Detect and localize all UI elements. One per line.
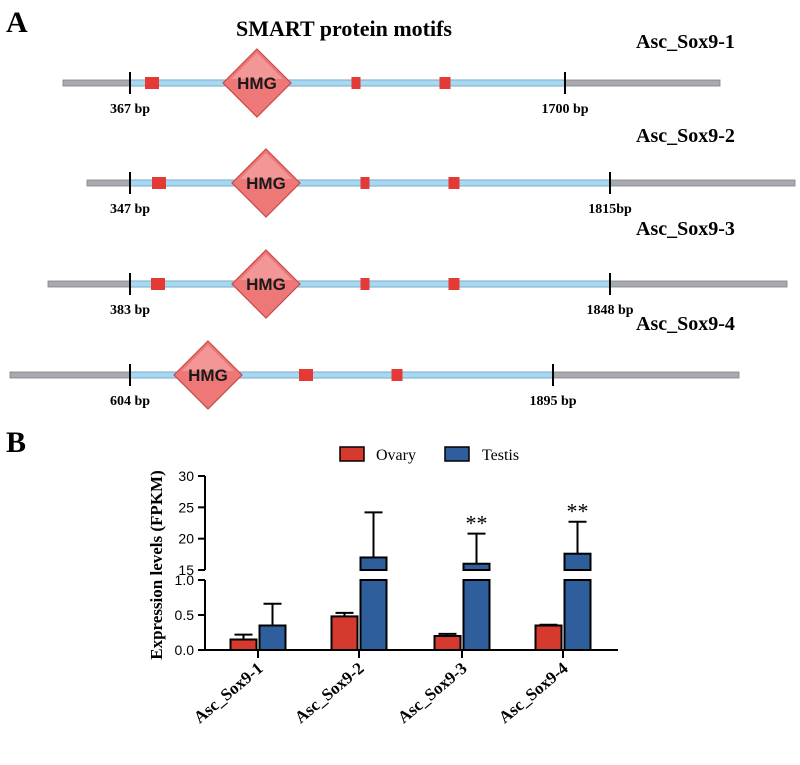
coding-region [129, 280, 611, 288]
panel-a-title: SMART protein motifs [236, 16, 452, 41]
start-bp-label: 604 bp [110, 394, 150, 409]
end-bp-label: 1700 bp [541, 102, 588, 117]
gene-3: Asc_Sox9-3 HMG 383 bp 1848 bp [47, 218, 788, 319]
gene-name: Asc_Sox9-2 [636, 125, 735, 147]
y-tick-label: 0.0 [175, 642, 195, 658]
motif-box [351, 77, 361, 89]
bar-testis-lower [359, 579, 388, 651]
y-tick-label: 15 [178, 562, 194, 578]
bar-testis-lower [462, 579, 491, 651]
motif-box [391, 369, 403, 381]
gene-1: Asc_Sox9-1 HMG 367 bp 1700 bp [62, 31, 735, 118]
gene-2: Asc_Sox9-2 HMG 347 bp 1815bp [86, 125, 796, 218]
bar-testis-upper [359, 556, 388, 572]
hmg-highlight [240, 254, 292, 280]
bar-chart: 0.0 0.5 1.015 20 25 30 Asc_Sox9-1 Asc_Sox9-2 ** A… [175, 468, 618, 727]
gene-name: Asc_Sox9-3 [636, 218, 735, 240]
motif-box [151, 278, 165, 290]
gene-name: Asc_Sox9-1 [636, 31, 735, 53]
bar-testis-lower [563, 579, 592, 651]
legend-swatch-ovary [339, 446, 365, 462]
x-tick-label: Asc_Sox9-4 [495, 658, 572, 727]
hmg-highlight [182, 345, 234, 371]
x-tick-label: Asc_Sox9-3 [394, 659, 471, 728]
hmg-domain [222, 48, 292, 118]
hmg-domain [231, 249, 301, 319]
hmg-highlight [231, 53, 283, 79]
motif-box [360, 177, 370, 189]
panel-b-label: B [6, 426, 26, 459]
hmg-label: HMG [188, 366, 228, 385]
gene-name: Asc_Sox9-4 [636, 313, 735, 335]
start-bp-label: 383 bp [110, 303, 150, 318]
significance-label: ** [466, 511, 488, 536]
bar-testis [258, 624, 287, 651]
y-tick-label: 30 [178, 468, 194, 484]
gene-4: Asc_Sox9-4 HMG 604 bp 1895 bp [9, 313, 740, 410]
motif-box [152, 177, 166, 189]
end-bp-label: 1848 bp [586, 303, 633, 318]
legend-label-testis: Testis [482, 447, 519, 464]
panel-a-label: A [6, 6, 28, 39]
bar-ovary [330, 615, 359, 652]
hmg-label: HMG [246, 174, 286, 193]
hmg-highlight [240, 153, 292, 179]
coding-region [129, 179, 611, 187]
gene-structures: Asc_Sox9-1 HMG 367 bp 1700 bp Asc_Sox9-2 HMG 3… [9, 31, 796, 410]
motif-box [448, 278, 460, 290]
bar-ovary [534, 624, 563, 651]
end-bp-label: 1895 bp [529, 394, 576, 409]
end-bp-label: 1815bp [588, 202, 632, 217]
start-bp-label: 367 bp [110, 102, 150, 117]
bar-testis-upper [462, 562, 491, 572]
y-tick-label: 25 [178, 499, 194, 515]
y-tick-label: 0.5 [175, 607, 195, 623]
motif-box [439, 77, 451, 89]
hmg-domain [173, 340, 243, 410]
start-bp-label: 347 bp [110, 202, 150, 217]
legend-label-ovary: Ovary [376, 447, 416, 464]
legend-swatch-testis [444, 446, 470, 462]
chart-legend: Ovary Testis [339, 446, 519, 464]
motif-box [145, 77, 159, 89]
x-tick-label: Asc_Sox9-1 [190, 659, 267, 728]
x-tick-label: Asc_Sox9-2 [291, 659, 368, 728]
motif-box [299, 369, 313, 381]
bar-ovary [433, 635, 462, 651]
coding-region [129, 79, 566, 87]
bar-ovary [229, 638, 258, 651]
y-tick-label: 20 [178, 531, 194, 547]
y-axis-label: Expression levels (FPKM) [147, 470, 166, 660]
motif-box [360, 278, 370, 290]
motif-box [448, 177, 460, 189]
bar-testis-upper [563, 552, 592, 571]
y-tick-label: 1.0 [175, 572, 195, 588]
hmg-domain [231, 148, 301, 218]
significance-label: ** [567, 499, 589, 524]
hmg-label: HMG [237, 74, 277, 93]
hmg-label: HMG [246, 275, 286, 294]
